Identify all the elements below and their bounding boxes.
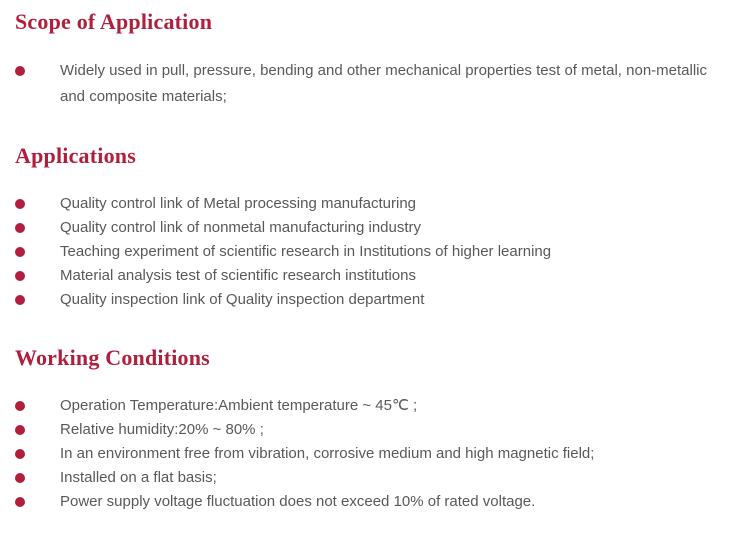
- list-item: Widely used in pull, pressure, bending a…: [0, 58, 750, 110]
- list-item: Quality inspection link of Quality inspe…: [0, 288, 750, 312]
- bullet-icon: [15, 271, 25, 281]
- list-item: In an environment free from vibration, c…: [0, 442, 750, 466]
- list-item-text: Quality control link of Metal processing…: [60, 195, 417, 212]
- bullet-icon: [15, 66, 25, 76]
- list-item: Quality control link of nonmetal manufac…: [0, 216, 750, 240]
- bullet-icon: [15, 497, 25, 507]
- section-title: Scope of Application: [15, 9, 213, 34]
- list-item: Operation Temperature:Ambient temperatur…: [0, 394, 750, 418]
- bullet-icon: [15, 425, 25, 435]
- list-item-text: Relative humidity:20% ~ 80% ;: [60, 421, 264, 438]
- section-title: Working Conditions: [15, 345, 210, 370]
- list-item-text: Installed on a flat basis;: [60, 469, 217, 486]
- list-item: Teaching experiment of scientific resear…: [0, 240, 750, 264]
- list-item: Installed on a flat basis;: [0, 466, 750, 490]
- bullet-icon: [15, 473, 25, 483]
- list-item: Relative humidity:20% ~ 80% ;: [0, 418, 750, 442]
- bullet-icon: [15, 401, 25, 411]
- list-item: Power supply voltage fluctuation does no…: [0, 490, 750, 514]
- bullet-list: Widely used in pull, pressure, bending a…: [0, 58, 750, 110]
- bullet-icon: [15, 247, 25, 257]
- bullet-list: Quality control link of Metal processing…: [0, 192, 750, 312]
- list-item-text: In an environment free from vibration, c…: [60, 445, 595, 462]
- list-item: Material analysis test of scientific res…: [0, 264, 750, 288]
- document-body: Scope of Application Widely used in pull…: [0, 8, 750, 514]
- list-item-text: Material analysis test of scientific res…: [60, 267, 416, 284]
- list-item-text: Widely used in pull, pressure, bending a…: [60, 62, 708, 105]
- bullet-icon: [15, 295, 25, 305]
- list-item-text: Power supply voltage fluctuation does no…: [60, 493, 536, 510]
- list-item-text: Quality control link of nonmetal manufac…: [60, 219, 422, 236]
- bullet-icon: [15, 449, 25, 459]
- bullet-list: Operation Temperature:Ambient temperatur…: [0, 394, 750, 514]
- list-item-text: Quality inspection link of Quality inspe…: [60, 291, 425, 308]
- bullet-icon: [15, 199, 25, 209]
- list-item-text: Operation Temperature:Ambient temperatur…: [60, 397, 418, 414]
- bullet-icon: [15, 223, 25, 233]
- list-item: Quality control link of Metal processing…: [0, 192, 750, 216]
- section-working-conditions: Working Conditions Operation Temperature…: [0, 344, 750, 514]
- section-applications: Applications Quality control link of Met…: [0, 142, 750, 312]
- section-scope-of-application: Scope of Application Widely used in pull…: [0, 8, 750, 110]
- section-title: Applications: [15, 143, 136, 168]
- list-item-text: Teaching experiment of scientific resear…: [60, 243, 552, 260]
